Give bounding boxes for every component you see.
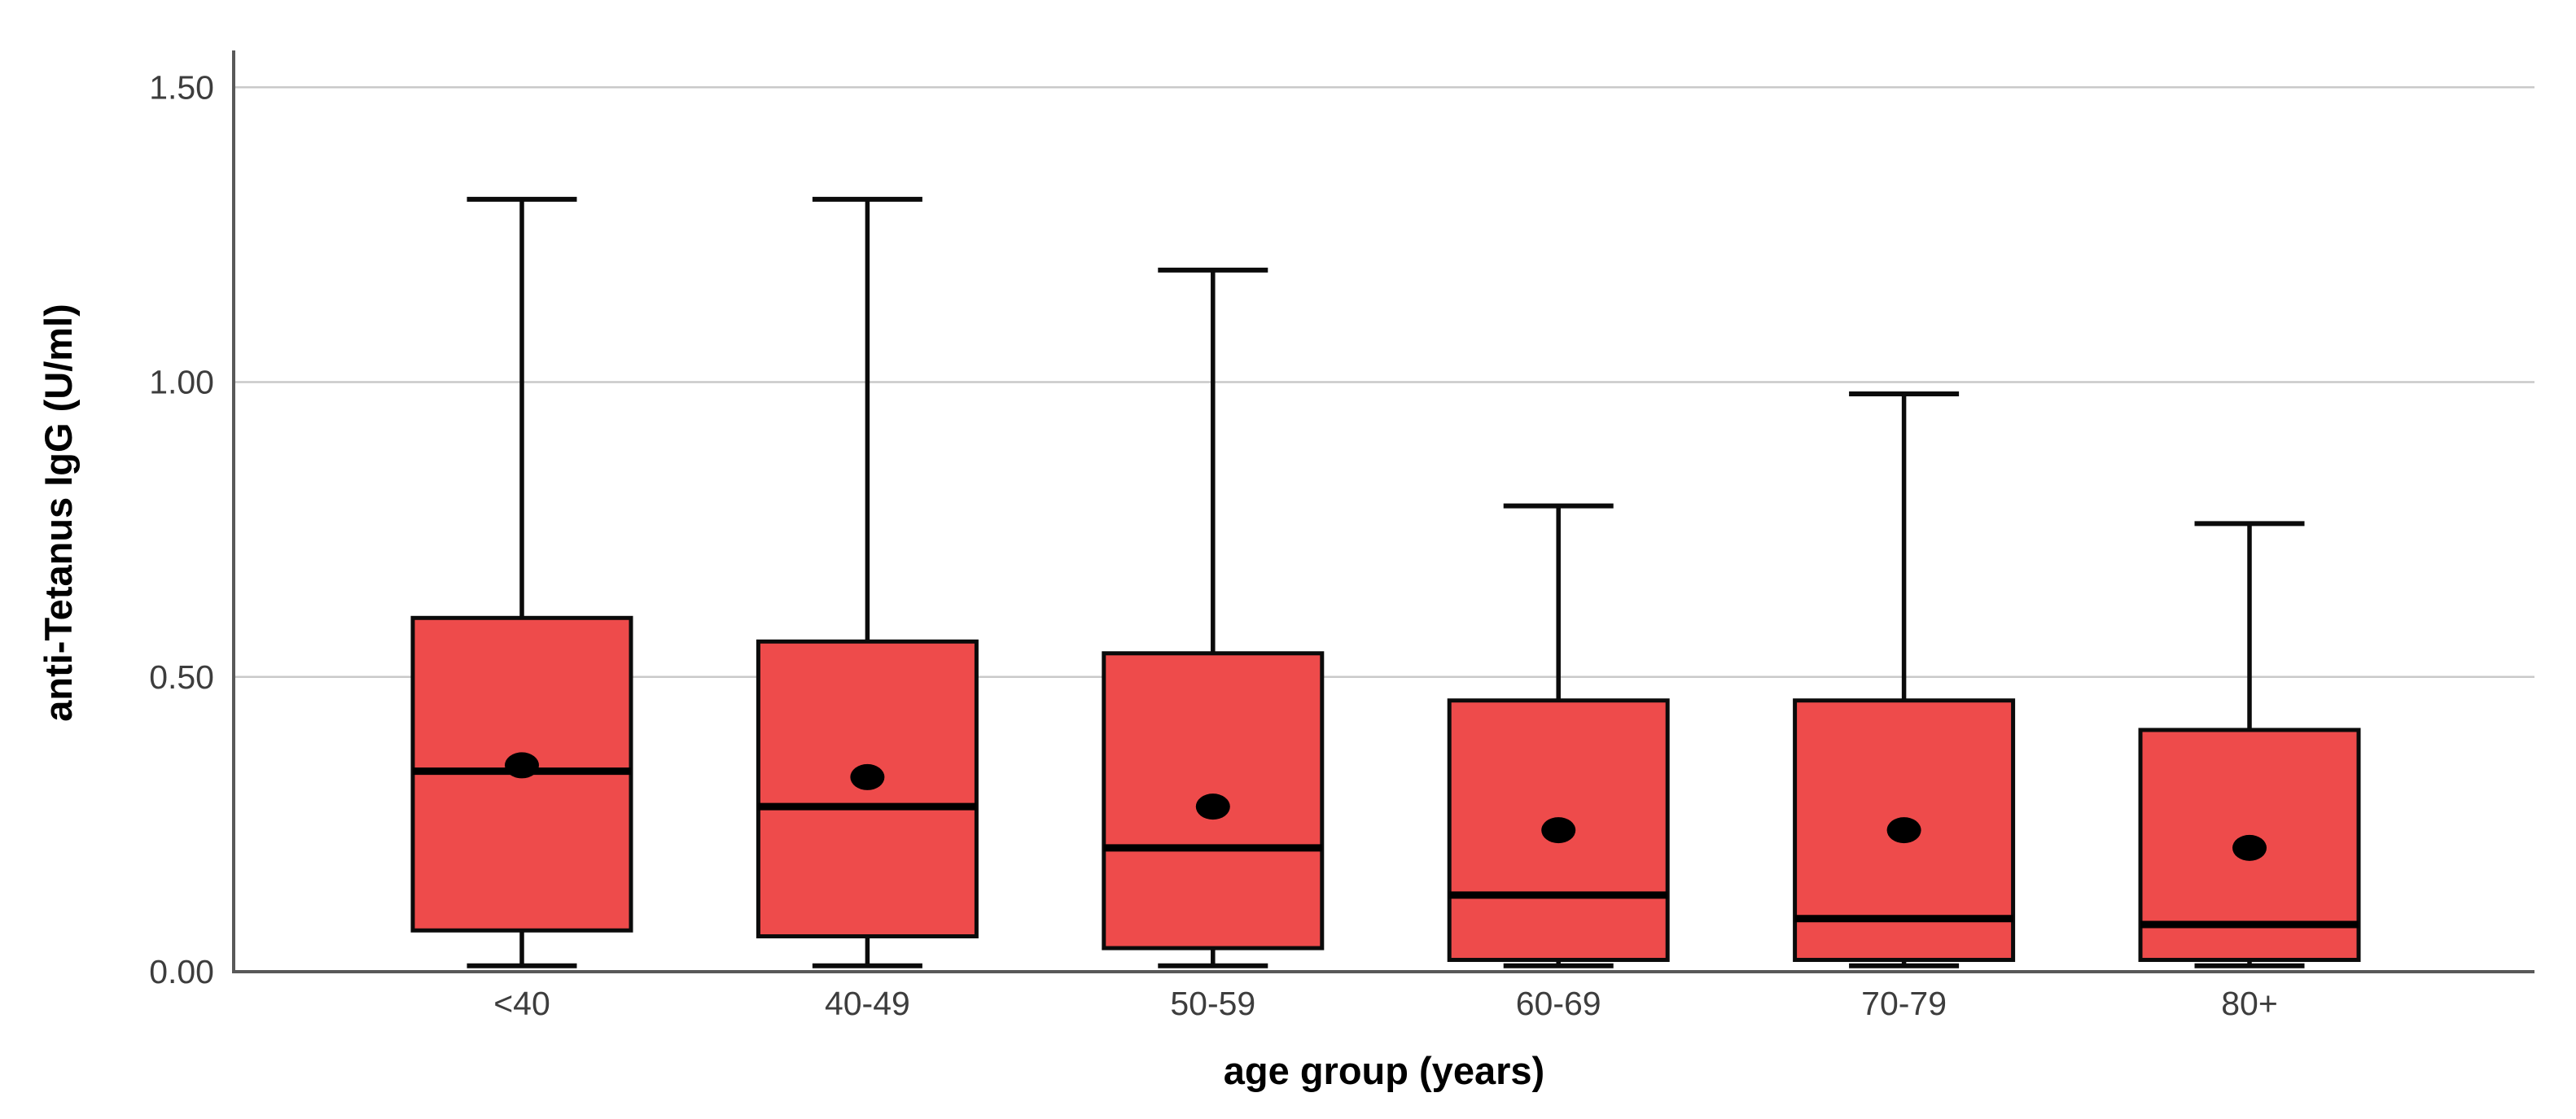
axes — [232, 50, 2534, 973]
y-tick-labels: 0.00 0.50 1.00 1.50 — [149, 68, 214, 990]
boxplot-60-69 — [1447, 503, 1670, 968]
gridlines — [234, 86, 2534, 678]
y-tick-label-1.00: 1.00 — [149, 364, 214, 401]
x-tick-label-80+: 80+ — [2221, 985, 2278, 1022]
mean-dot — [850, 763, 885, 790]
mean-dot — [2232, 834, 2267, 861]
mean-dot — [1886, 817, 1921, 844]
box-series — [410, 196, 2361, 968]
y-axis-title: anti-Tetanus IgG (U/ml) — [37, 304, 80, 722]
x-tick-label-70-79: 70-79 — [1861, 985, 1947, 1022]
x-tick-label-60-69: 60-69 — [1516, 985, 1601, 1022]
boxplot-40-49 — [756, 196, 979, 968]
x-tick-label-50-59: 50-59 — [1170, 985, 1255, 1022]
x-tick-labels: <40 40-49 50-59 60-69 70-79 80+ — [493, 985, 2278, 1022]
x-tick-label-40-49: 40-49 — [825, 985, 910, 1022]
mean-dot — [1541, 817, 1576, 844]
y-tick-label-0.50: 0.50 — [149, 658, 214, 696]
y-tick-label-1.50: 1.50 — [149, 68, 214, 106]
x-axis-title: age group (years) — [1224, 1049, 1544, 1092]
boxplot-<40 — [410, 196, 633, 968]
x-tick-label-<40: <40 — [493, 985, 550, 1022]
boxplot-80+ — [2138, 521, 2361, 968]
boxplot-70-79 — [1793, 391, 2016, 968]
mean-dot — [1195, 793, 1230, 820]
y-tick-label-0.00: 0.00 — [149, 953, 214, 990]
boxplot-50-59 — [1102, 267, 1325, 968]
